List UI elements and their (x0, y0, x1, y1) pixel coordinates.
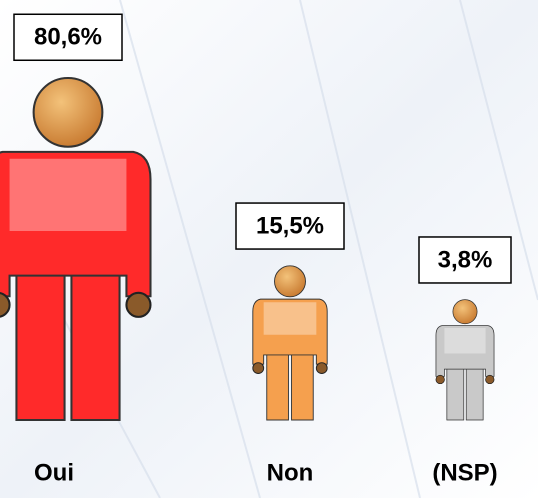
category-label: Non (267, 459, 314, 486)
category-label: (NSP) (432, 459, 497, 486)
value-label: 15,5% (256, 212, 324, 239)
person-figure (435, 299, 495, 421)
person-figure (252, 265, 328, 421)
figure-torso (252, 298, 328, 365)
figure-head (452, 299, 478, 325)
figure-hand (315, 362, 328, 374)
value-label-box (418, 236, 512, 284)
value-label: 3,8% (438, 246, 493, 273)
person-figure (0, 76, 152, 422)
figure-highlight (9, 158, 127, 231)
figure-head (32, 76, 104, 148)
figure-torso (435, 325, 495, 377)
value-label-box (13, 13, 123, 62)
figure-hand (125, 291, 152, 318)
figure-highlight (263, 302, 317, 335)
value-label: 80,6% (34, 24, 102, 51)
figure-hand (435, 374, 445, 385)
category-label: Oui (34, 459, 74, 486)
figure-hand (485, 374, 495, 385)
figure-head (274, 265, 306, 298)
figure-hand (252, 362, 265, 374)
value-label-box (235, 202, 345, 250)
figure-hand (0, 292, 11, 318)
figure-torso (0, 150, 152, 298)
figure-highlight (444, 328, 486, 354)
